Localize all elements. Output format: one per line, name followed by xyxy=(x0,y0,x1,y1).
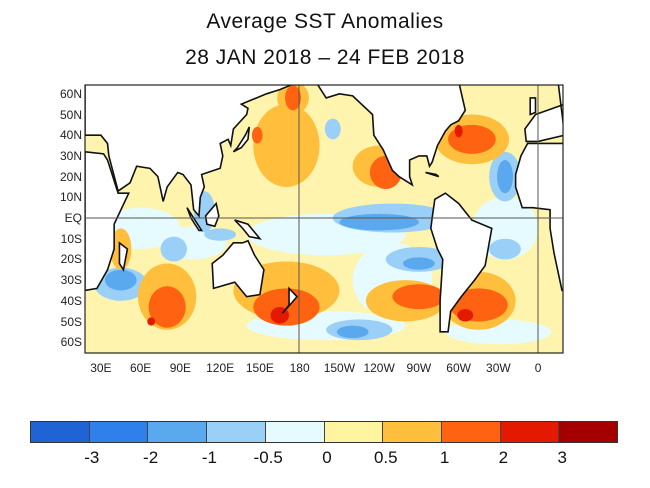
eurasia-landmass xyxy=(85,85,294,218)
colorbar-label: -1 xyxy=(201,448,217,467)
lon-tick-label: 60W xyxy=(446,361,471,375)
lon-tick-label: 0 xyxy=(534,361,542,375)
anomaly-region xyxy=(457,309,474,322)
chart-title: Average SST Anomalies xyxy=(206,10,444,33)
colorbar-label: 0.5 xyxy=(373,448,398,467)
colorbar-swatch xyxy=(500,422,560,442)
lat-tick-label: 30N xyxy=(59,148,82,163)
lat-tick-label: 30S xyxy=(60,273,82,288)
lon-tick-label: 120W xyxy=(363,361,395,375)
cuba-landmass xyxy=(425,171,440,178)
colorbar-swatch xyxy=(207,422,266,442)
lon-tick-label: 90E xyxy=(169,361,192,375)
colorbar-label: 0 xyxy=(322,448,332,467)
west-africa-landmass xyxy=(514,142,563,292)
anomaly-region xyxy=(324,118,341,140)
lat-tick-label: 20N xyxy=(59,169,82,184)
lon-tick-label: 180 xyxy=(289,361,310,375)
colorbar-swatch xyxy=(441,422,501,442)
anomaly-region xyxy=(285,85,301,111)
madagascar-landmass xyxy=(118,241,129,272)
colorbar-swatch xyxy=(89,422,149,442)
colorbar-label: -2 xyxy=(143,448,159,467)
africa-landmass xyxy=(85,150,130,292)
colorbar-label: 2 xyxy=(498,448,509,467)
anomaly-region xyxy=(497,160,513,194)
lat-tick-label: 40N xyxy=(59,128,82,143)
sst-anomaly-map xyxy=(84,84,564,354)
colorbar xyxy=(30,421,618,443)
colorbar-swatch xyxy=(148,422,208,442)
colorbar-label: -0.5 xyxy=(253,448,283,467)
lon-tick-label: 90W xyxy=(406,361,432,375)
europe-landmass xyxy=(524,85,563,143)
lat-tick-label: 10S xyxy=(60,231,82,246)
sumatra-landmass xyxy=(186,207,204,232)
date-range: 28 JAN 2018 – 24 FEB 2018 xyxy=(185,46,465,69)
new-guinea-landmass xyxy=(234,219,262,240)
anomaly-region xyxy=(204,228,237,241)
colorbar-swatch xyxy=(324,422,384,442)
lat-tick-label: EQ xyxy=(64,211,82,225)
australia-landmass xyxy=(211,239,265,298)
japan-landmass xyxy=(232,126,251,153)
lon-tick-label: 30E xyxy=(90,361,112,375)
colorbar-label: -3 xyxy=(84,448,100,467)
borneo-landmass xyxy=(204,201,220,228)
north-america-landmass xyxy=(316,85,467,187)
lat-tick-label: 60N xyxy=(59,86,82,101)
anomaly-region xyxy=(148,286,186,328)
anomaly-region xyxy=(251,126,263,144)
anomaly-region xyxy=(253,104,320,187)
colorbar-swatch xyxy=(31,422,90,442)
lon-tick-label: 60E xyxy=(129,361,152,375)
new-zealand-landmass xyxy=(281,286,299,314)
colorbar-swatch xyxy=(265,422,325,442)
lat-tick-label: 40S xyxy=(60,293,82,308)
lat-tick-label: 50S xyxy=(60,314,82,329)
lat-tick-label: 10N xyxy=(59,190,82,205)
lat-tick-label: 50N xyxy=(59,107,82,122)
anomaly-region xyxy=(403,257,435,270)
anomaly-region xyxy=(489,238,521,260)
anomaly-region xyxy=(339,213,419,231)
colorbar-swatch xyxy=(383,422,442,442)
south-america-landmass xyxy=(430,192,493,333)
lon-tick-label: 150W xyxy=(323,361,356,375)
lat-tick-label: 60S xyxy=(60,335,82,350)
anomaly-region xyxy=(336,325,369,339)
lon-tick-label: 30W xyxy=(486,361,511,375)
britain-landmass xyxy=(529,97,537,116)
colorbar-label: 1 xyxy=(439,448,450,467)
anomaly-region xyxy=(147,317,156,326)
anomaly-region xyxy=(454,124,463,138)
colorbar-label: 3 xyxy=(557,448,567,467)
lon-tick-label: 150E xyxy=(245,361,274,375)
anomaly-region xyxy=(392,284,446,310)
lon-tick-label: 120E xyxy=(206,361,235,375)
map-frame xyxy=(84,84,564,354)
anomaly-region xyxy=(104,269,137,291)
colorbar-swatch xyxy=(559,422,618,442)
anomaly-region xyxy=(160,236,188,262)
lat-tick-label: 20S xyxy=(60,252,82,267)
